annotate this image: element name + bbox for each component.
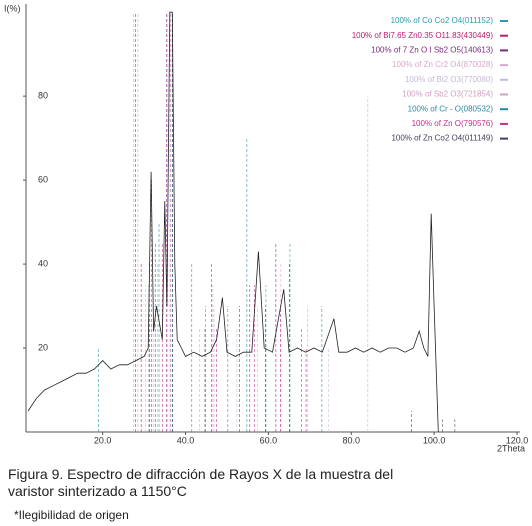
legend-label: 100% of Zn Cr2 O4(870028)	[392, 60, 493, 69]
legend-label: 100% of Zn O(790576)	[412, 119, 494, 128]
legend-label: 100% of Cr - O(080532)	[408, 104, 494, 113]
x-tick-label: 80.0	[342, 435, 360, 445]
x-tick-label: 40.0	[177, 435, 195, 445]
caption: Figura 9. Espectro de difracción de Rayo…	[8, 466, 394, 499]
legend-label: 100% of Zn Co2 O4(011149)	[391, 134, 493, 143]
y-tick-label: 20	[38, 342, 48, 352]
pattern-line	[27, 11, 439, 433]
y-tick-label: 40	[38, 258, 48, 268]
y-axis-label: I(%)	[4, 3, 21, 13]
legend-label: 100% of Bi2 O3(770080)	[405, 75, 493, 84]
x-tick-label: 60.0	[260, 435, 278, 445]
y-tick-label: 80	[38, 91, 48, 101]
legend-label: 100% of 7 Zn O I Sb2 O5(140613)	[371, 46, 493, 55]
x-tick-label: 100.0	[423, 435, 446, 445]
legend-label: 100% of Bi7.65 Zn0.35 O11.83(430449)	[352, 31, 494, 40]
x-axis-label: 2Theta	[497, 443, 525, 453]
note: *Ilegibilidad de origen	[14, 508, 129, 522]
legend-label: 100% of Sb2 O3(721854)	[402, 90, 493, 99]
chart: I(%) 2Theta 20 40 60 80 20.0 40.0 60.0 80.0 100.…	[4, 3, 529, 453]
y-tick-label: 60	[38, 174, 48, 184]
x-tick-label: 120.0	[506, 435, 529, 445]
x-tick-label: 20.0	[94, 435, 112, 445]
legend-label: 100% of Co Co2 O4(011152)	[391, 16, 494, 25]
